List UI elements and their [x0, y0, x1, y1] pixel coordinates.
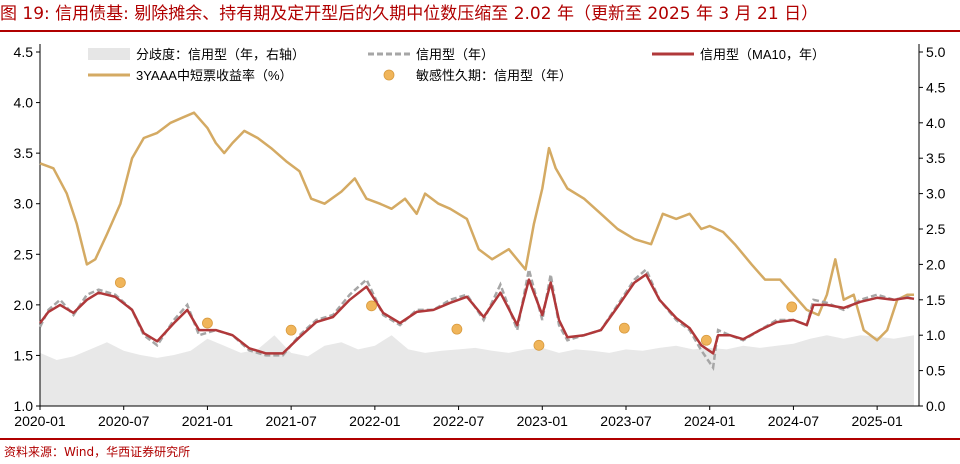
right-tick-label: 0.5 [926, 363, 946, 379]
right-tick-label: 3.0 [926, 186, 946, 202]
right-tick-label: 2.5 [926, 221, 946, 237]
series-lines-layer [38, 111, 915, 371]
legend-label: 3YAAA中短票收益率（%） [136, 68, 293, 83]
legend-swatch [383, 69, 395, 81]
left-tick-label: 1.0 [14, 398, 34, 414]
right-tick-label: 3.5 [926, 150, 946, 166]
legend-label: 分歧度：信用型（年，右轴） [136, 47, 305, 62]
yield-3yaaa-line [39, 111, 914, 342]
legend-yield-3yaaa: 3YAAA中短票收益率（%） [88, 68, 293, 83]
left-tick-label: 3.0 [14, 196, 34, 212]
legend: 分歧度：信用型（年，右轴） 信用型（年） 信用型（MA10，年） 3YAAA中短票收益… [88, 47, 825, 83]
sensitivity-duration-dot [451, 323, 463, 335]
sensitivity-duration-dot [366, 300, 377, 312]
dispersion-area [40, 335, 914, 406]
left-tick-label: 3.5 [14, 145, 34, 161]
legend-label: 敏感性久期：信用型（年） [416, 68, 572, 83]
footer-divider [0, 438, 960, 440]
source-note: 资料来源：Wind，华西证券研究所 [4, 445, 191, 459]
legend-swatch [88, 48, 130, 60]
x-tick-label: 2024-07 [768, 413, 820, 429]
left-tick-label: 4.5 [14, 44, 34, 60]
x-tick-label: 2023-01 [517, 413, 569, 429]
legend-credit-duration: 信用型（年） [368, 47, 494, 62]
x-tick-label: 2020-01 [14, 413, 66, 429]
right-tick-label: 4.5 [926, 79, 946, 95]
legend-label: 信用型（MA10，年） [700, 47, 825, 62]
x-tick-label: 2021-07 [265, 413, 317, 429]
sensitivity-dots-layer [114, 277, 798, 351]
credit-duration-ma10-line [39, 273, 915, 355]
sensitivity-duration-dot [533, 339, 545, 351]
legend-dispersion: 分歧度：信用型（年，右轴） [88, 47, 305, 62]
sensitivity-duration-dot [700, 334, 712, 346]
title-divider [0, 30, 960, 32]
left-tick-label: 1.5 [14, 347, 34, 363]
right-tick-label: 1.0 [926, 327, 946, 343]
sensitivity-duration-dot [618, 322, 630, 334]
x-tick-label: 2022-07 [433, 413, 485, 429]
x-tick-label: 2022-01 [349, 413, 401, 429]
left-tick-label: 2.5 [14, 246, 34, 262]
left-tick-label: 2.0 [14, 297, 34, 313]
sensitivity-duration-dot [786, 301, 798, 313]
sensitivity-duration-dot [114, 277, 126, 289]
chart-title: 图 19: 信用债基: 剔除摊余、持有期及定开型后的久期中位数压缩至 2.02 … [0, 4, 819, 24]
x-tick-label: 2021-01 [182, 413, 234, 429]
right-tick-label: 1.5 [926, 292, 946, 308]
right-tick-label: 5.0 [926, 44, 946, 60]
x-tick-label: 2025-01 [851, 413, 903, 429]
legend-credit-ma10: 信用型（MA10，年） [652, 47, 825, 62]
legend-label: 信用型（年） [416, 47, 494, 62]
sensitivity-duration-dot [202, 317, 213, 329]
right-tick-label: 0.0 [926, 398, 946, 414]
x-tick-label: 2024-01 [684, 413, 736, 429]
x-tick-label: 2023-07 [600, 413, 652, 429]
left-tick-label: 4.0 [14, 95, 34, 111]
sensitivity-duration-dot [285, 324, 297, 336]
legend-sensitivity: 敏感性久期：信用型（年） [383, 68, 572, 83]
dispersion-area-layer [40, 335, 914, 406]
axes-layer: 1.0 1.5 2.0 2.5 3.0 3.5 4.0 4.5 0.0 0.5 1.0 1.5 2.0 2… [14, 44, 946, 429]
x-tick-label: 2020-07 [98, 413, 150, 429]
right-tick-label: 4.0 [926, 115, 946, 131]
right-tick-label: 2.0 [926, 256, 946, 272]
